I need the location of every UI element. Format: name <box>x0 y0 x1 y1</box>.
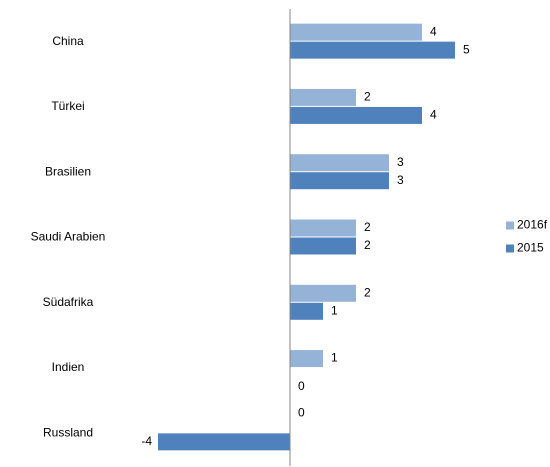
bar <box>290 350 323 368</box>
y-tick-label: Russland <box>43 426 93 440</box>
bar <box>290 237 356 255</box>
data-label: -4 <box>141 434 152 448</box>
data-label: 3 <box>397 173 404 187</box>
bar <box>290 106 422 124</box>
data-label: 2 <box>364 285 371 299</box>
bar <box>290 284 356 302</box>
data-label: 2 <box>364 220 371 234</box>
data-label: 4 <box>430 108 437 122</box>
data-label: 5 <box>463 42 470 56</box>
data-label: 1 <box>331 303 338 317</box>
data-label: 2 <box>364 238 371 252</box>
data-label: 2 <box>364 90 371 104</box>
legend-label: 2016f <box>517 218 548 232</box>
bar <box>290 219 356 237</box>
y-tick-label: Südafrika <box>43 295 94 309</box>
legend-label: 2015 <box>517 241 544 255</box>
y-tick-label: China <box>52 34 84 48</box>
data-label: 0 <box>298 379 305 393</box>
legend-swatch <box>506 244 514 253</box>
y-tick-label: Saudi Arabien <box>31 230 106 244</box>
bar <box>158 433 290 451</box>
bar <box>290 172 389 190</box>
bar <box>290 302 323 320</box>
bar <box>290 154 389 172</box>
bar <box>290 88 356 106</box>
legend-swatch <box>506 221 514 230</box>
data-label: 1 <box>331 351 338 365</box>
data-label: 4 <box>430 24 437 38</box>
bar <box>290 23 422 41</box>
bar <box>290 41 455 59</box>
y-tick-label: Brasilien <box>45 164 91 178</box>
data-label: 0 <box>298 406 305 420</box>
y-tick-label: Indien <box>52 360 85 374</box>
y-tick-label: Türkei <box>51 99 84 113</box>
data-label: 3 <box>397 155 404 169</box>
